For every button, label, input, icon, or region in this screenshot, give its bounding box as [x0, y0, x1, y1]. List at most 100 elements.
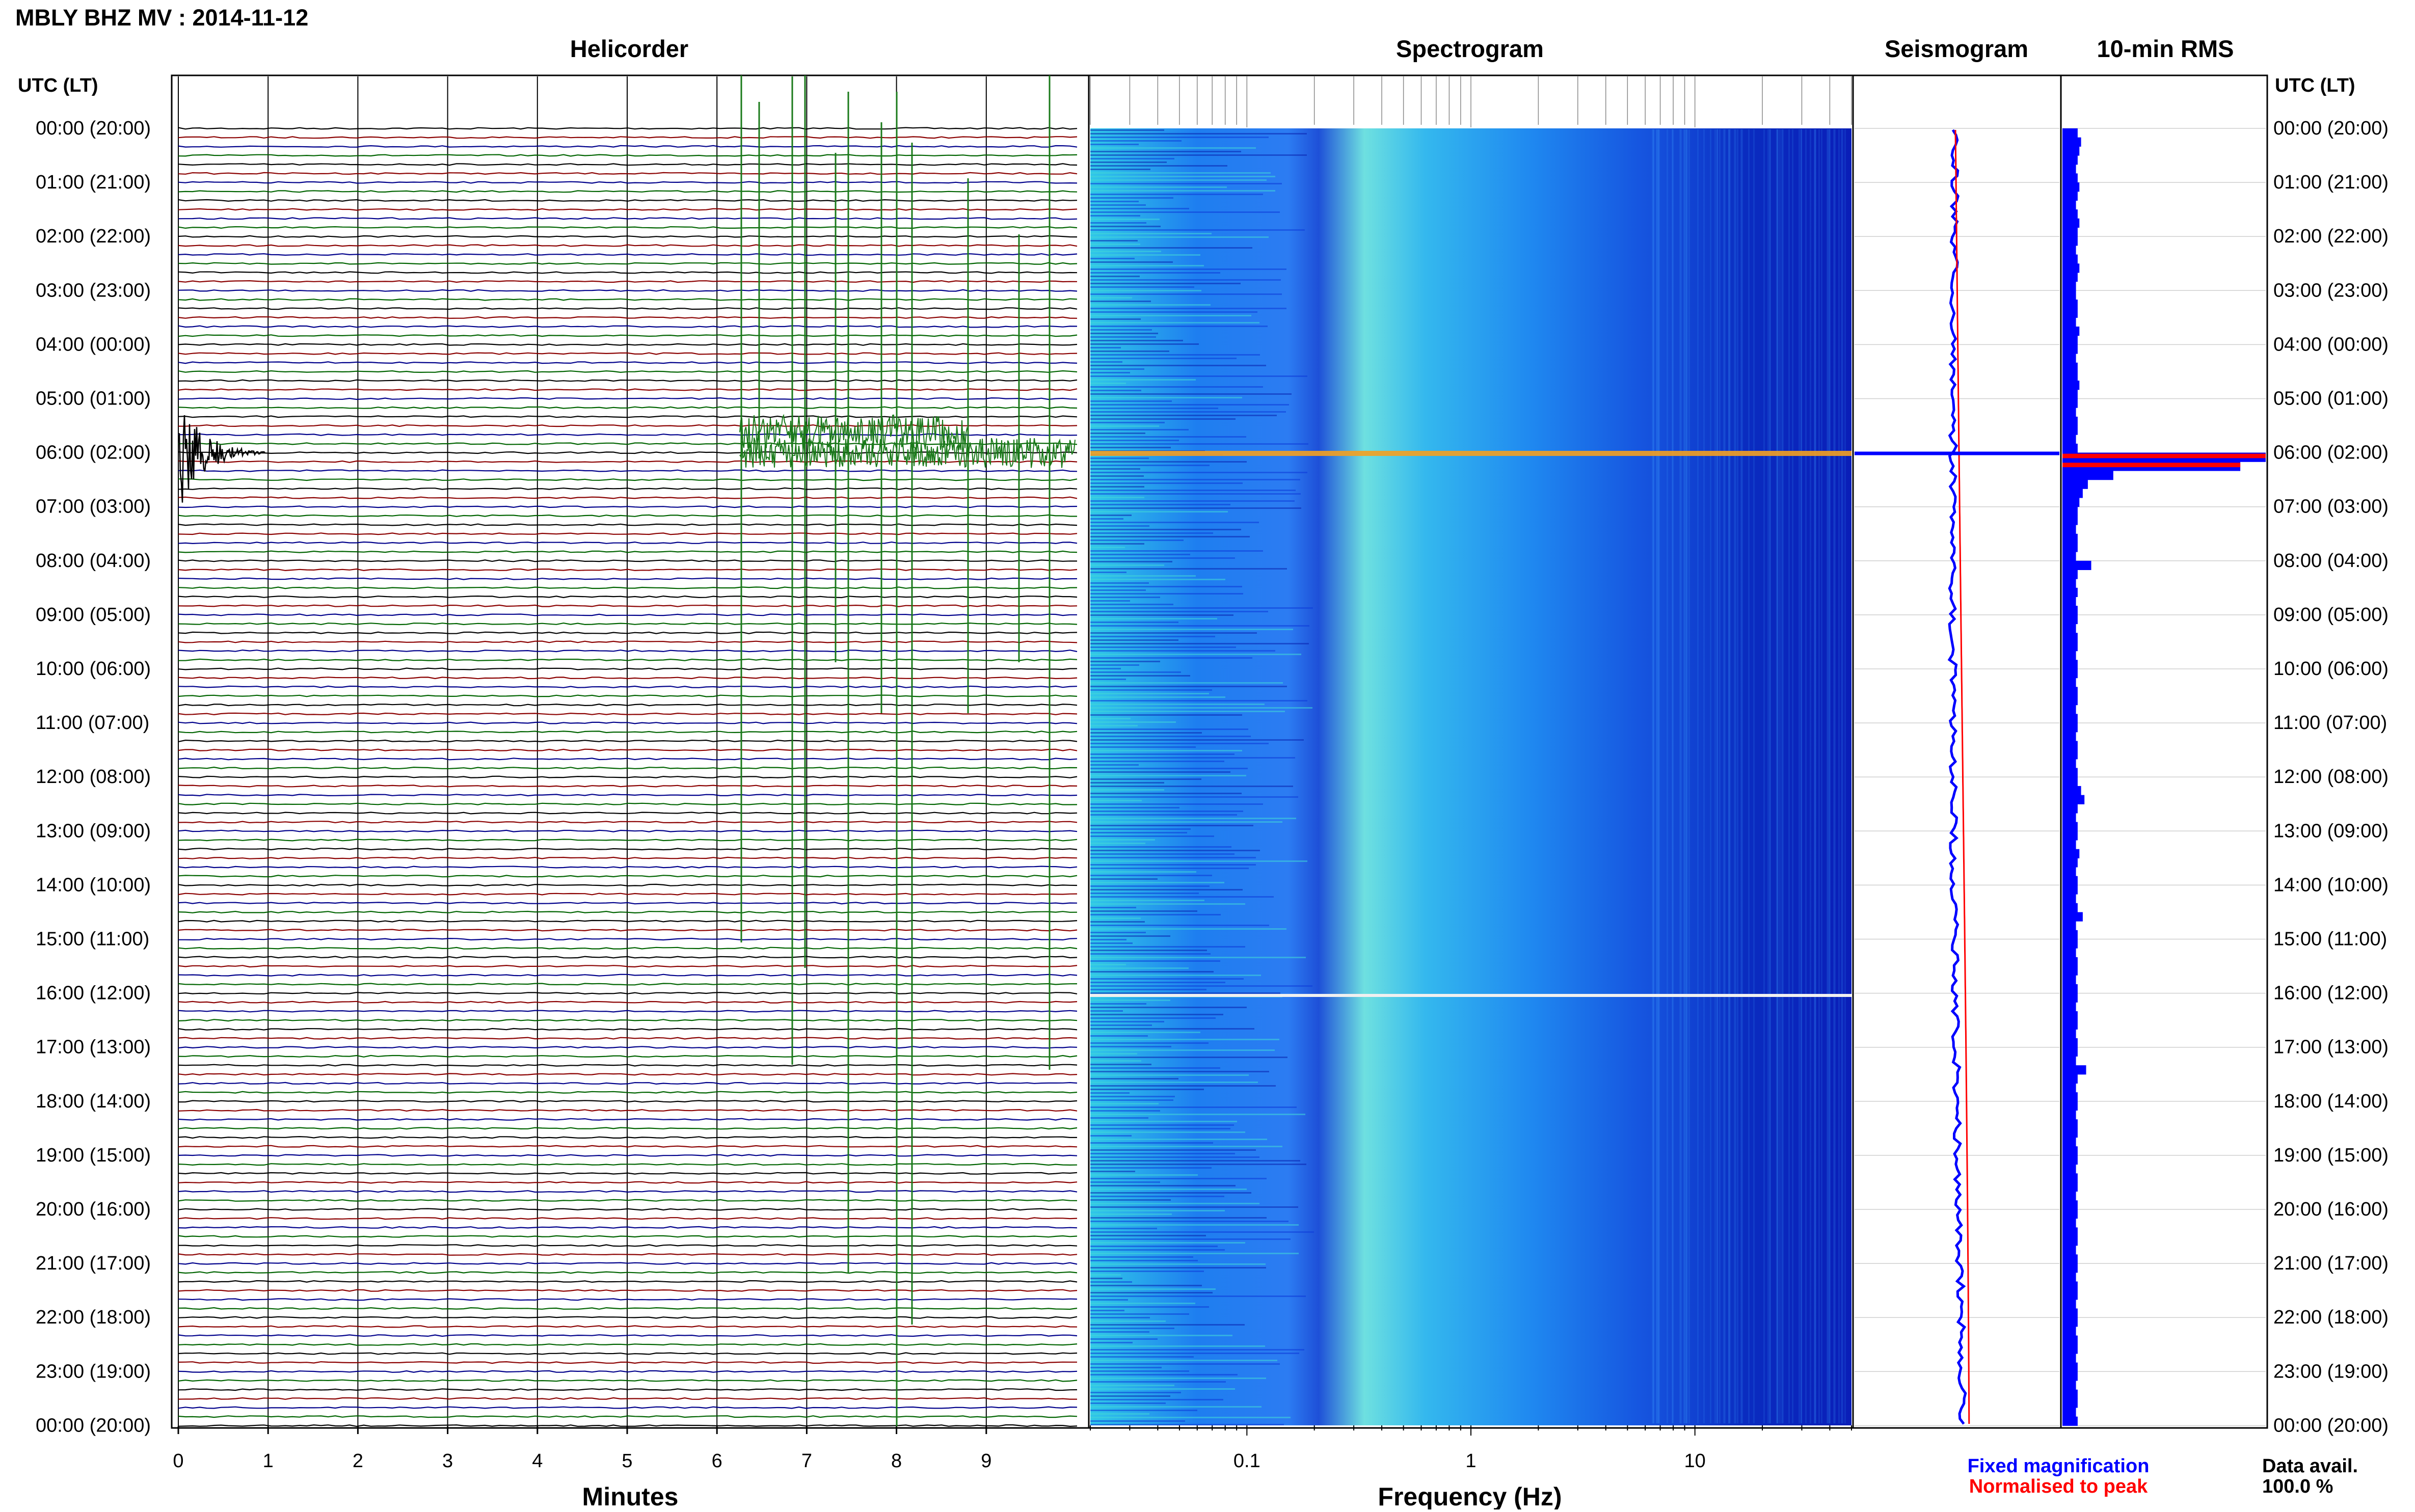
minute-tick-label: 1	[263, 1450, 274, 1472]
helicorder-trace	[178, 1190, 1078, 1193]
spectrogram-row	[1090, 714, 1242, 716]
rms-bar-fixed	[2062, 822, 2078, 831]
rms-bar-fixed	[2062, 200, 2076, 210]
helicorder-trace	[178, 586, 1078, 589]
spectrogram-row	[1090, 632, 1257, 634]
spectrogram-line	[1724, 129, 1726, 1423]
spectrogram-line	[1781, 129, 1783, 1423]
spectrogram-event-band	[1090, 451, 1852, 456]
spectrogram-row	[1090, 1363, 1280, 1365]
spectrogram-row	[1090, 661, 1160, 662]
spectrogram-row	[1090, 1353, 1299, 1354]
helicorder-trace	[178, 1082, 1078, 1085]
rms-bar-fixed	[2062, 876, 2078, 885]
rms-bar-fixed	[2062, 290, 2076, 300]
spectrogram-line	[1842, 129, 1843, 1423]
time-label: 04:00 (00:00)	[2273, 334, 2389, 355]
helicorder-trace	[178, 902, 1078, 905]
spectrogram-row	[1090, 311, 1257, 313]
spectrogram-row	[1090, 1420, 1185, 1422]
spectrogram-row	[1090, 276, 1140, 277]
spectrogram-row	[1090, 786, 1293, 787]
spectrogram-row	[1090, 682, 1283, 684]
helicorder-trace	[178, 514, 1077, 517]
spectrogram-line	[1782, 129, 1784, 1423]
rms-bar-fixed	[2062, 552, 2076, 561]
spectrogram-row	[1090, 1378, 1266, 1379]
spectrogram-line	[1834, 129, 1836, 1423]
helicorder-trace	[178, 442, 1078, 445]
spectrogram-row	[1090, 753, 1235, 755]
helicorder-trace	[178, 820, 1078, 824]
helicorder-trace	[178, 1226, 1078, 1229]
rms-bar-fixed	[2062, 1011, 2078, 1021]
spectrogram-row	[1090, 1370, 1189, 1372]
helicorder-trace	[178, 1109, 1078, 1112]
rms-bar-fixed	[2062, 416, 2078, 426]
spectrogram-row	[1090, 885, 1210, 887]
rms-bar-fixed	[2062, 1083, 2076, 1093]
time-label: 00:00 (20:00)	[2273, 118, 2389, 139]
rms-bar-fixed	[2062, 642, 2078, 652]
rms-bar-fixed	[2062, 398, 2078, 408]
spectrogram-row	[1090, 1128, 1230, 1129]
helicorder-trace	[178, 550, 1078, 553]
helicorder-trace	[178, 793, 1078, 797]
spectrogram-row	[1090, 557, 1235, 559]
spectrogram-row	[1090, 750, 1242, 751]
spectrogram-row	[1090, 372, 1130, 373]
spectrogram-row	[1090, 967, 1189, 969]
spectrogram-line	[1653, 129, 1654, 1423]
utc-label-left: UTC (LT)	[18, 75, 98, 96]
spectrogram-row	[1090, 589, 1146, 591]
spectrogram-line	[1767, 129, 1769, 1423]
spectrogram-row	[1090, 1374, 1238, 1375]
spectrogram-row	[1090, 860, 1307, 862]
spectrogram-row	[1090, 436, 1246, 438]
spectrogram-row	[1090, 1288, 1216, 1290]
helicorder-trace	[178, 226, 1078, 229]
spectrogram-row	[1090, 1092, 1130, 1094]
spectrogram-row	[1090, 272, 1220, 274]
spectrogram-row	[1090, 1167, 1212, 1169]
spectrogram-row	[1090, 172, 1271, 174]
spectrogram-row	[1090, 732, 1202, 734]
time-label: 02:00 (22:00)	[36, 226, 151, 247]
spectrogram-line	[1716, 129, 1718, 1423]
minute-tick-label: 2	[353, 1450, 363, 1472]
spectrogram-line	[1814, 129, 1816, 1423]
rms-bar-fixed	[2062, 777, 2078, 787]
spectrogram-row	[1090, 361, 1122, 363]
spectrogram-row	[1090, 1213, 1172, 1215]
spectrogram-row	[1090, 1253, 1299, 1254]
spectrogram-line	[1683, 129, 1685, 1423]
rms-bar-fixed	[2062, 354, 2076, 363]
time-label: 14:00 (10:00)	[36, 874, 151, 896]
rms-bar-fixed	[2062, 1065, 2086, 1075]
spectrogram-line	[1779, 129, 1781, 1423]
rms-bar-fixed	[2062, 1398, 2078, 1408]
spectrogram-row	[1090, 1110, 1160, 1112]
spectrogram-row	[1090, 1406, 1262, 1408]
spectrogram-row	[1090, 1014, 1223, 1015]
rms-bar-fixed	[2062, 236, 2078, 246]
spectrogram-row	[1090, 950, 1207, 951]
spectrogram-row	[1090, 415, 1277, 416]
spectrogram-row	[1090, 1360, 1277, 1361]
rms-bar-fixed	[2062, 1416, 2078, 1426]
helicorder-trace	[178, 920, 1078, 923]
minutes-axis: 0 1 2 3 4 5 6 7 8 9	[173, 1426, 991, 1472]
spectrogram-row	[1090, 728, 1248, 730]
time-label: 03:00 (23:00)	[2273, 280, 2389, 301]
spectrogram-row	[1090, 539, 1184, 541]
helicorder-trace	[178, 1145, 1078, 1148]
rms-bar-fixed	[2062, 1362, 2078, 1372]
rms-bar-fixed	[2062, 1236, 2078, 1246]
spectrogram-row	[1090, 693, 1209, 694]
rms-bar-fixed	[2062, 1164, 2076, 1174]
spectrogram-gap-line	[1090, 994, 1852, 997]
spectrogram-row	[1090, 183, 1282, 184]
spectrogram-row	[1090, 472, 1307, 473]
spectrogram-row	[1090, 493, 1301, 495]
spectrogram-row	[1090, 408, 1218, 409]
